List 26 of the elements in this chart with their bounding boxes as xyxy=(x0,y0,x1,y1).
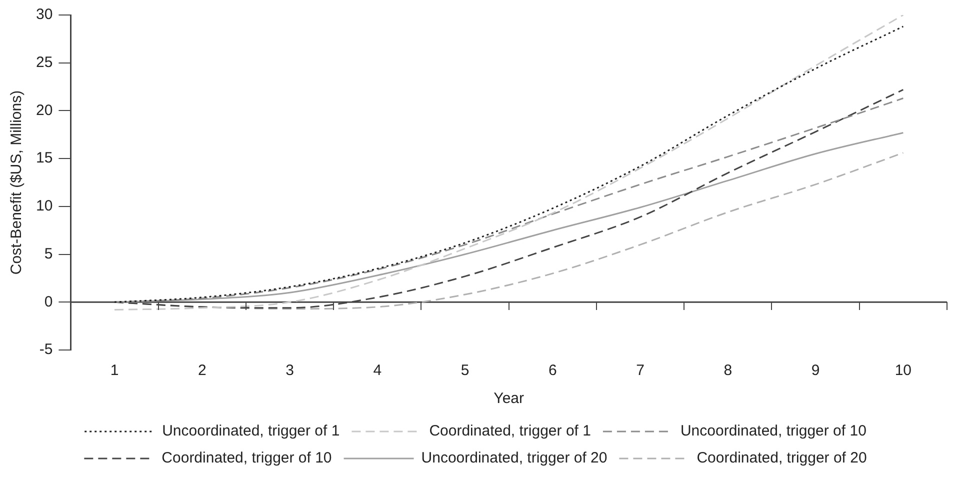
x-axis-title: Year xyxy=(494,390,524,408)
x-tick-label: 7 xyxy=(636,362,644,380)
x-tick-label: 2 xyxy=(198,362,206,380)
legend-label: Uncoordinated, trigger of 20 xyxy=(421,450,608,467)
y-tick-label: 10 xyxy=(36,198,53,215)
legend-label: Coordinated, trigger of 10 xyxy=(162,450,332,467)
y-tick-label: 20 xyxy=(36,102,53,119)
y-tick-label: 0 xyxy=(44,293,53,310)
x-tick-label: 4 xyxy=(373,362,382,380)
legend-label: Uncoordinated, trigger of 10 xyxy=(680,422,866,440)
x-tick-label: 1 xyxy=(110,362,119,380)
x-tick-label: 3 xyxy=(286,362,294,380)
legend-label: Coordinated, trigger of 1 xyxy=(429,422,591,440)
x-tick-label: 5 xyxy=(460,362,470,380)
y-tick-label: -5 xyxy=(39,341,53,358)
y-tick-label: 15 xyxy=(36,150,53,167)
y-tick-label: 30 xyxy=(36,6,53,24)
x-tick-label: 6 xyxy=(548,362,557,380)
x-tick-label: 8 xyxy=(724,362,732,380)
y-tick-label: 5 xyxy=(44,245,53,262)
y-axis-title: Cost-Benefit ($US, Millions) xyxy=(8,90,26,275)
legend-label: Coordinated, trigger of 20 xyxy=(696,450,867,467)
legend-label: Uncoordinated, trigger of 1 xyxy=(162,422,340,440)
x-tick-label: 10 xyxy=(894,362,912,380)
x-tick-label: 9 xyxy=(811,362,820,380)
y-tick-label: 25 xyxy=(36,54,53,71)
